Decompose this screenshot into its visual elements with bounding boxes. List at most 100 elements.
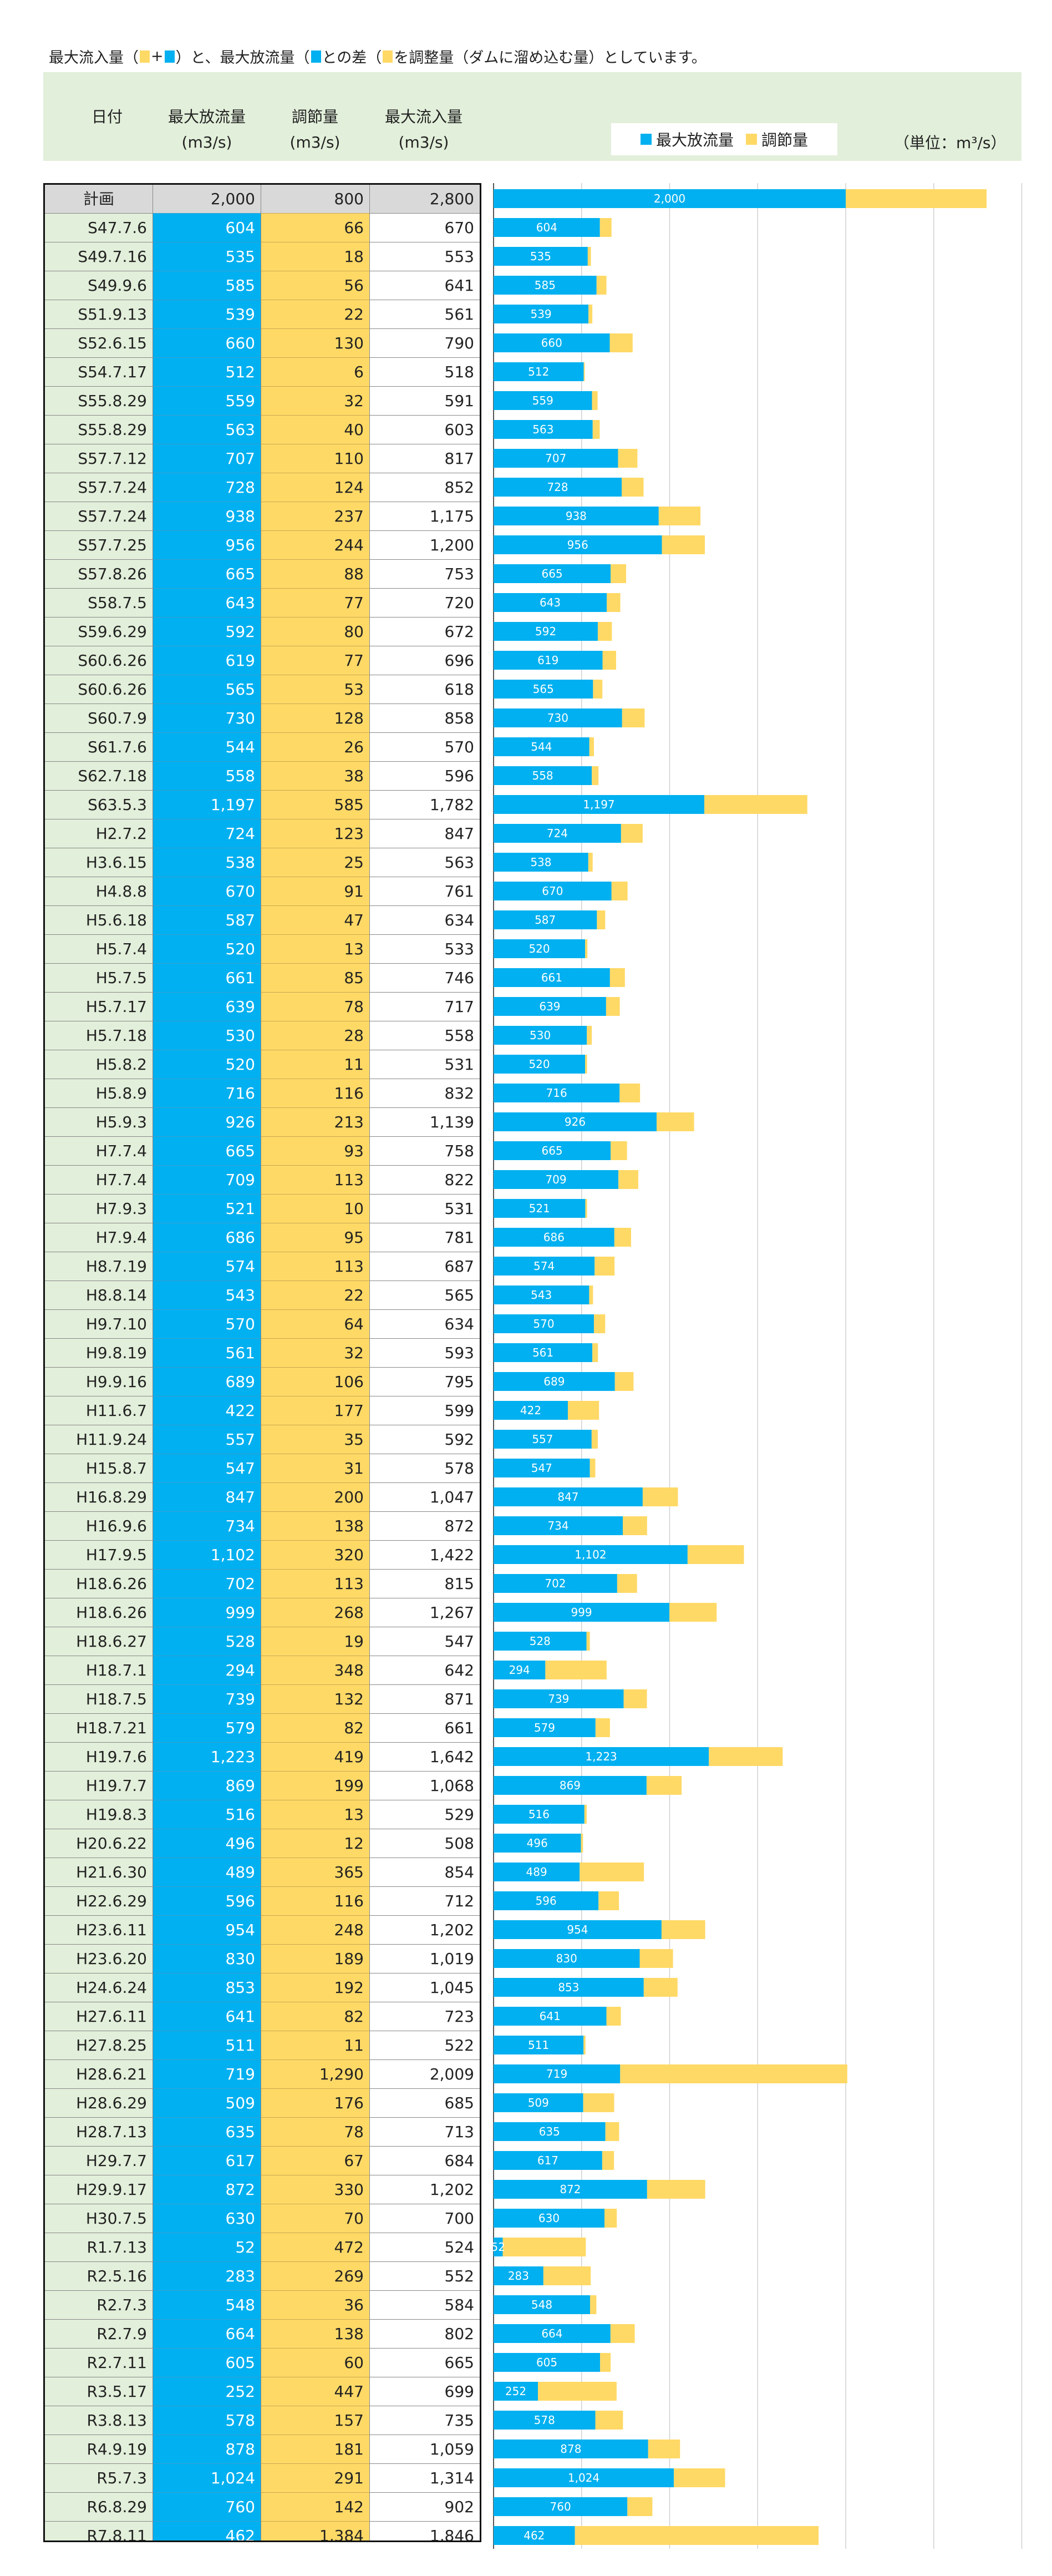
inflow-cell: 802 (370, 2320, 480, 2349)
bar-release (494, 449, 618, 468)
adjust-cell: 85 (261, 964, 370, 993)
bar-adjust (589, 1286, 593, 1304)
bar-data-label: 760 (550, 2500, 571, 2513)
bar-data-label: 2,000 (654, 192, 685, 205)
date-cell: H4.8.8 (45, 877, 153, 906)
bar-data-label: 520 (528, 1057, 550, 1071)
bar-adjust (595, 2411, 623, 2430)
bar-adjust (583, 2036, 586, 2054)
bar-release (494, 1112, 657, 1131)
header-inflow-unit: (m3/s) (398, 133, 449, 151)
legend-adjust-label: 調節量 (761, 131, 809, 149)
inflow-cell: 565 (370, 1281, 480, 1310)
date-cell: H11.6.7 (45, 1396, 153, 1425)
bar-adjust (593, 680, 603, 699)
bar-adjust (597, 622, 612, 641)
table-row: H30.7.5 630 70 700 (45, 2204, 480, 2233)
release-cell: 702 (153, 1570, 261, 1598)
date-cell: S61.7.6 (45, 733, 153, 762)
release-cell: 728 (153, 473, 261, 502)
bar-adjust (607, 593, 621, 612)
bar-release (494, 2180, 647, 2199)
inflow-cell: 753 (370, 560, 480, 589)
inflow-cell: 832 (370, 1079, 480, 1108)
bar-release (494, 997, 606, 1016)
date-cell: H15.8.7 (45, 1454, 153, 1483)
adjust-cell: 22 (261, 300, 370, 329)
release-cell: 707 (153, 444, 261, 473)
release-cell: 664 (153, 2320, 261, 2349)
adjust-cell: 200 (261, 1483, 370, 1512)
inflow-cell: 1,202 (370, 2175, 480, 2204)
adjust-cell: 585 (261, 791, 370, 819)
bar-release (494, 564, 611, 583)
bar-adjust (709, 1747, 783, 1766)
table-row: H2.7.2 724 123 847 (45, 819, 480, 848)
bar-adjust (592, 420, 600, 439)
inflow-cell: 761 (370, 877, 480, 906)
inflow-cell: 815 (370, 1570, 480, 1598)
bar-data-label: 570 (533, 1317, 554, 1330)
bar-data-label: 516 (528, 1808, 550, 1821)
table-row: H18.7.5 739 132 871 (45, 1685, 480, 1714)
release-cell: 869 (153, 1772, 261, 1800)
bar-release (494, 1545, 688, 1564)
release-cell: 999 (153, 1598, 261, 1627)
adjust-cell: 330 (261, 2175, 370, 2204)
bar-data-label: 592 (535, 625, 556, 638)
bar-release (494, 420, 593, 439)
bar-adjust (623, 1689, 647, 1708)
bar-release (494, 651, 603, 670)
adjust-cell: 25 (261, 848, 370, 877)
date-cell: S57.8.26 (45, 560, 153, 589)
table-row: S54.7.17 512 6 518 (45, 358, 480, 387)
bar-adjust (589, 737, 594, 756)
adjust-cell: 22 (261, 1281, 370, 1310)
release-cell: 709 (153, 1166, 261, 1195)
adjust-cell: 192 (261, 1973, 370, 2002)
adjust-cell: 53 (261, 675, 370, 704)
release-cell: 547 (153, 1454, 261, 1483)
release-cell: 548 (153, 2291, 261, 2320)
bar-data-label: 954 (567, 1923, 588, 1936)
bar-release (494, 1863, 580, 1881)
date-cell: H16.9.6 (45, 1512, 153, 1541)
release-cell: 520 (153, 935, 261, 964)
adjust-cell: 237 (261, 502, 370, 531)
bar-data-label: 489 (526, 1865, 547, 1879)
legend-item-release: 最大放流量 (640, 128, 734, 150)
release-cell: 558 (153, 762, 261, 791)
date-cell: H11.9.24 (45, 1425, 153, 1454)
adjust-cell: 213 (261, 1108, 370, 1137)
inflow-cell: 712 (370, 1887, 480, 1916)
note-text-1: 最大流入量（ (49, 49, 139, 67)
inflow-cell: 1,139 (370, 1108, 480, 1137)
bar-adjust (605, 2122, 619, 2141)
release-cell: 422 (153, 1396, 261, 1425)
bar-adjust (502, 2238, 586, 2256)
date-cell: R6.8.29 (45, 2493, 153, 2522)
adjust-cell: 11 (261, 2031, 370, 2060)
table-row: S55.8.29 559 32 591 (45, 387, 480, 416)
inflow-cell: 746 (370, 964, 480, 993)
inflow-cell: 670 (370, 214, 480, 242)
bar-adjust (596, 276, 607, 295)
bar-adjust (583, 362, 585, 381)
bar-release (494, 1055, 586, 1074)
bar-adjust (627, 2497, 653, 2516)
table-row: H5.8.2 520 11 531 (45, 1050, 480, 1079)
date-cell: S57.7.12 (45, 444, 153, 473)
release-cell: 635 (153, 2118, 261, 2147)
table-row: R2.7.9 664 138 802 (45, 2320, 480, 2349)
release-cell: 512 (153, 358, 261, 387)
table-row: H9.9.16 689 106 795 (45, 1368, 480, 1396)
table-row: H29.7.7 617 67 684 (45, 2147, 480, 2175)
release-cell: 639 (153, 993, 261, 1021)
inflow-cell: 553 (370, 242, 480, 271)
date-cell: H5.8.2 (45, 1050, 153, 1079)
date-cell: H5.7.5 (45, 964, 153, 993)
date-cell: R3.5.17 (45, 2377, 153, 2406)
adjust-cell: 116 (261, 1079, 370, 1108)
adjust-cell: 447 (261, 2377, 370, 2406)
bar-data-label: 617 (537, 2154, 558, 2167)
